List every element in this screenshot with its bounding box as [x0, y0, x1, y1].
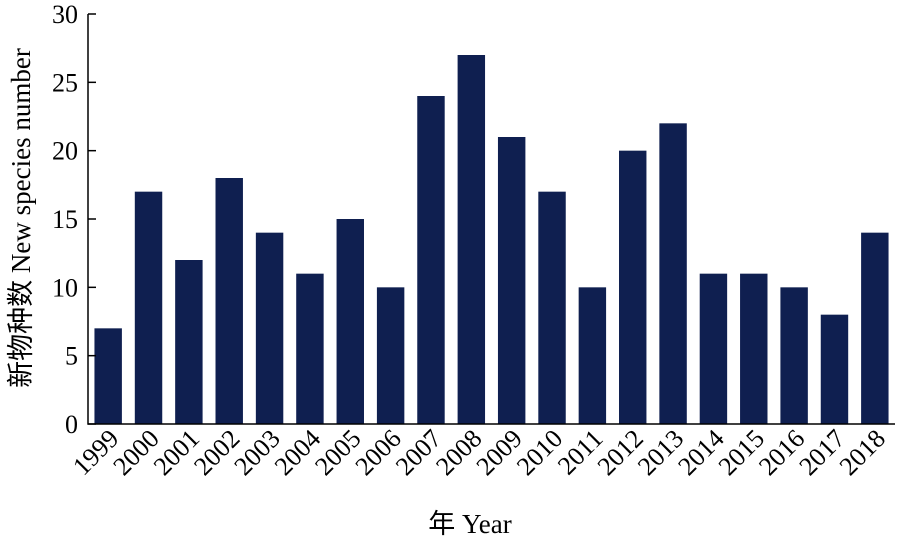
bar-2012 [619, 150, 647, 424]
bar-2001 [175, 260, 203, 424]
y-tick-label: 20 [52, 137, 78, 166]
y-tick-label: 0 [65, 410, 78, 439]
y-tick-label: 10 [52, 273, 78, 302]
x-axis: 1999200020012002200320042005200620072008… [67, 424, 891, 481]
bar-2016 [780, 287, 808, 424]
bar-2013 [659, 123, 687, 424]
bar-2018 [861, 232, 889, 424]
bar-1999 [94, 328, 122, 424]
bars [94, 55, 889, 424]
bar-2008 [457, 55, 486, 424]
bar-2003 [255, 232, 284, 424]
y-tick-label: 25 [52, 68, 78, 97]
bar-2011 [578, 287, 607, 424]
bar-2015 [740, 273, 768, 424]
axis-frame [87, 14, 895, 425]
bar-2006 [376, 287, 405, 424]
x-axis-label: 年 Year [428, 509, 512, 539]
bar-2017 [820, 314, 849, 424]
y-tick-label: 30 [52, 0, 78, 29]
y-axis-label: 新物种数 New species number [6, 48, 36, 388]
bar-2009 [497, 137, 526, 424]
y-axis: 0 5 10 15 20 25 30 [52, 0, 96, 439]
bar-2014 [699, 273, 728, 424]
bar-2002 [215, 178, 243, 424]
bar-2007 [417, 96, 445, 424]
y-tick-label: 15 [52, 205, 78, 234]
bar-2004 [296, 273, 324, 424]
x-tick-label: 2018 [834, 424, 891, 481]
bar-2000 [134, 191, 163, 424]
bar-2010 [538, 191, 566, 424]
y-tick-label: 5 [65, 342, 78, 371]
bar-2005 [336, 219, 364, 424]
